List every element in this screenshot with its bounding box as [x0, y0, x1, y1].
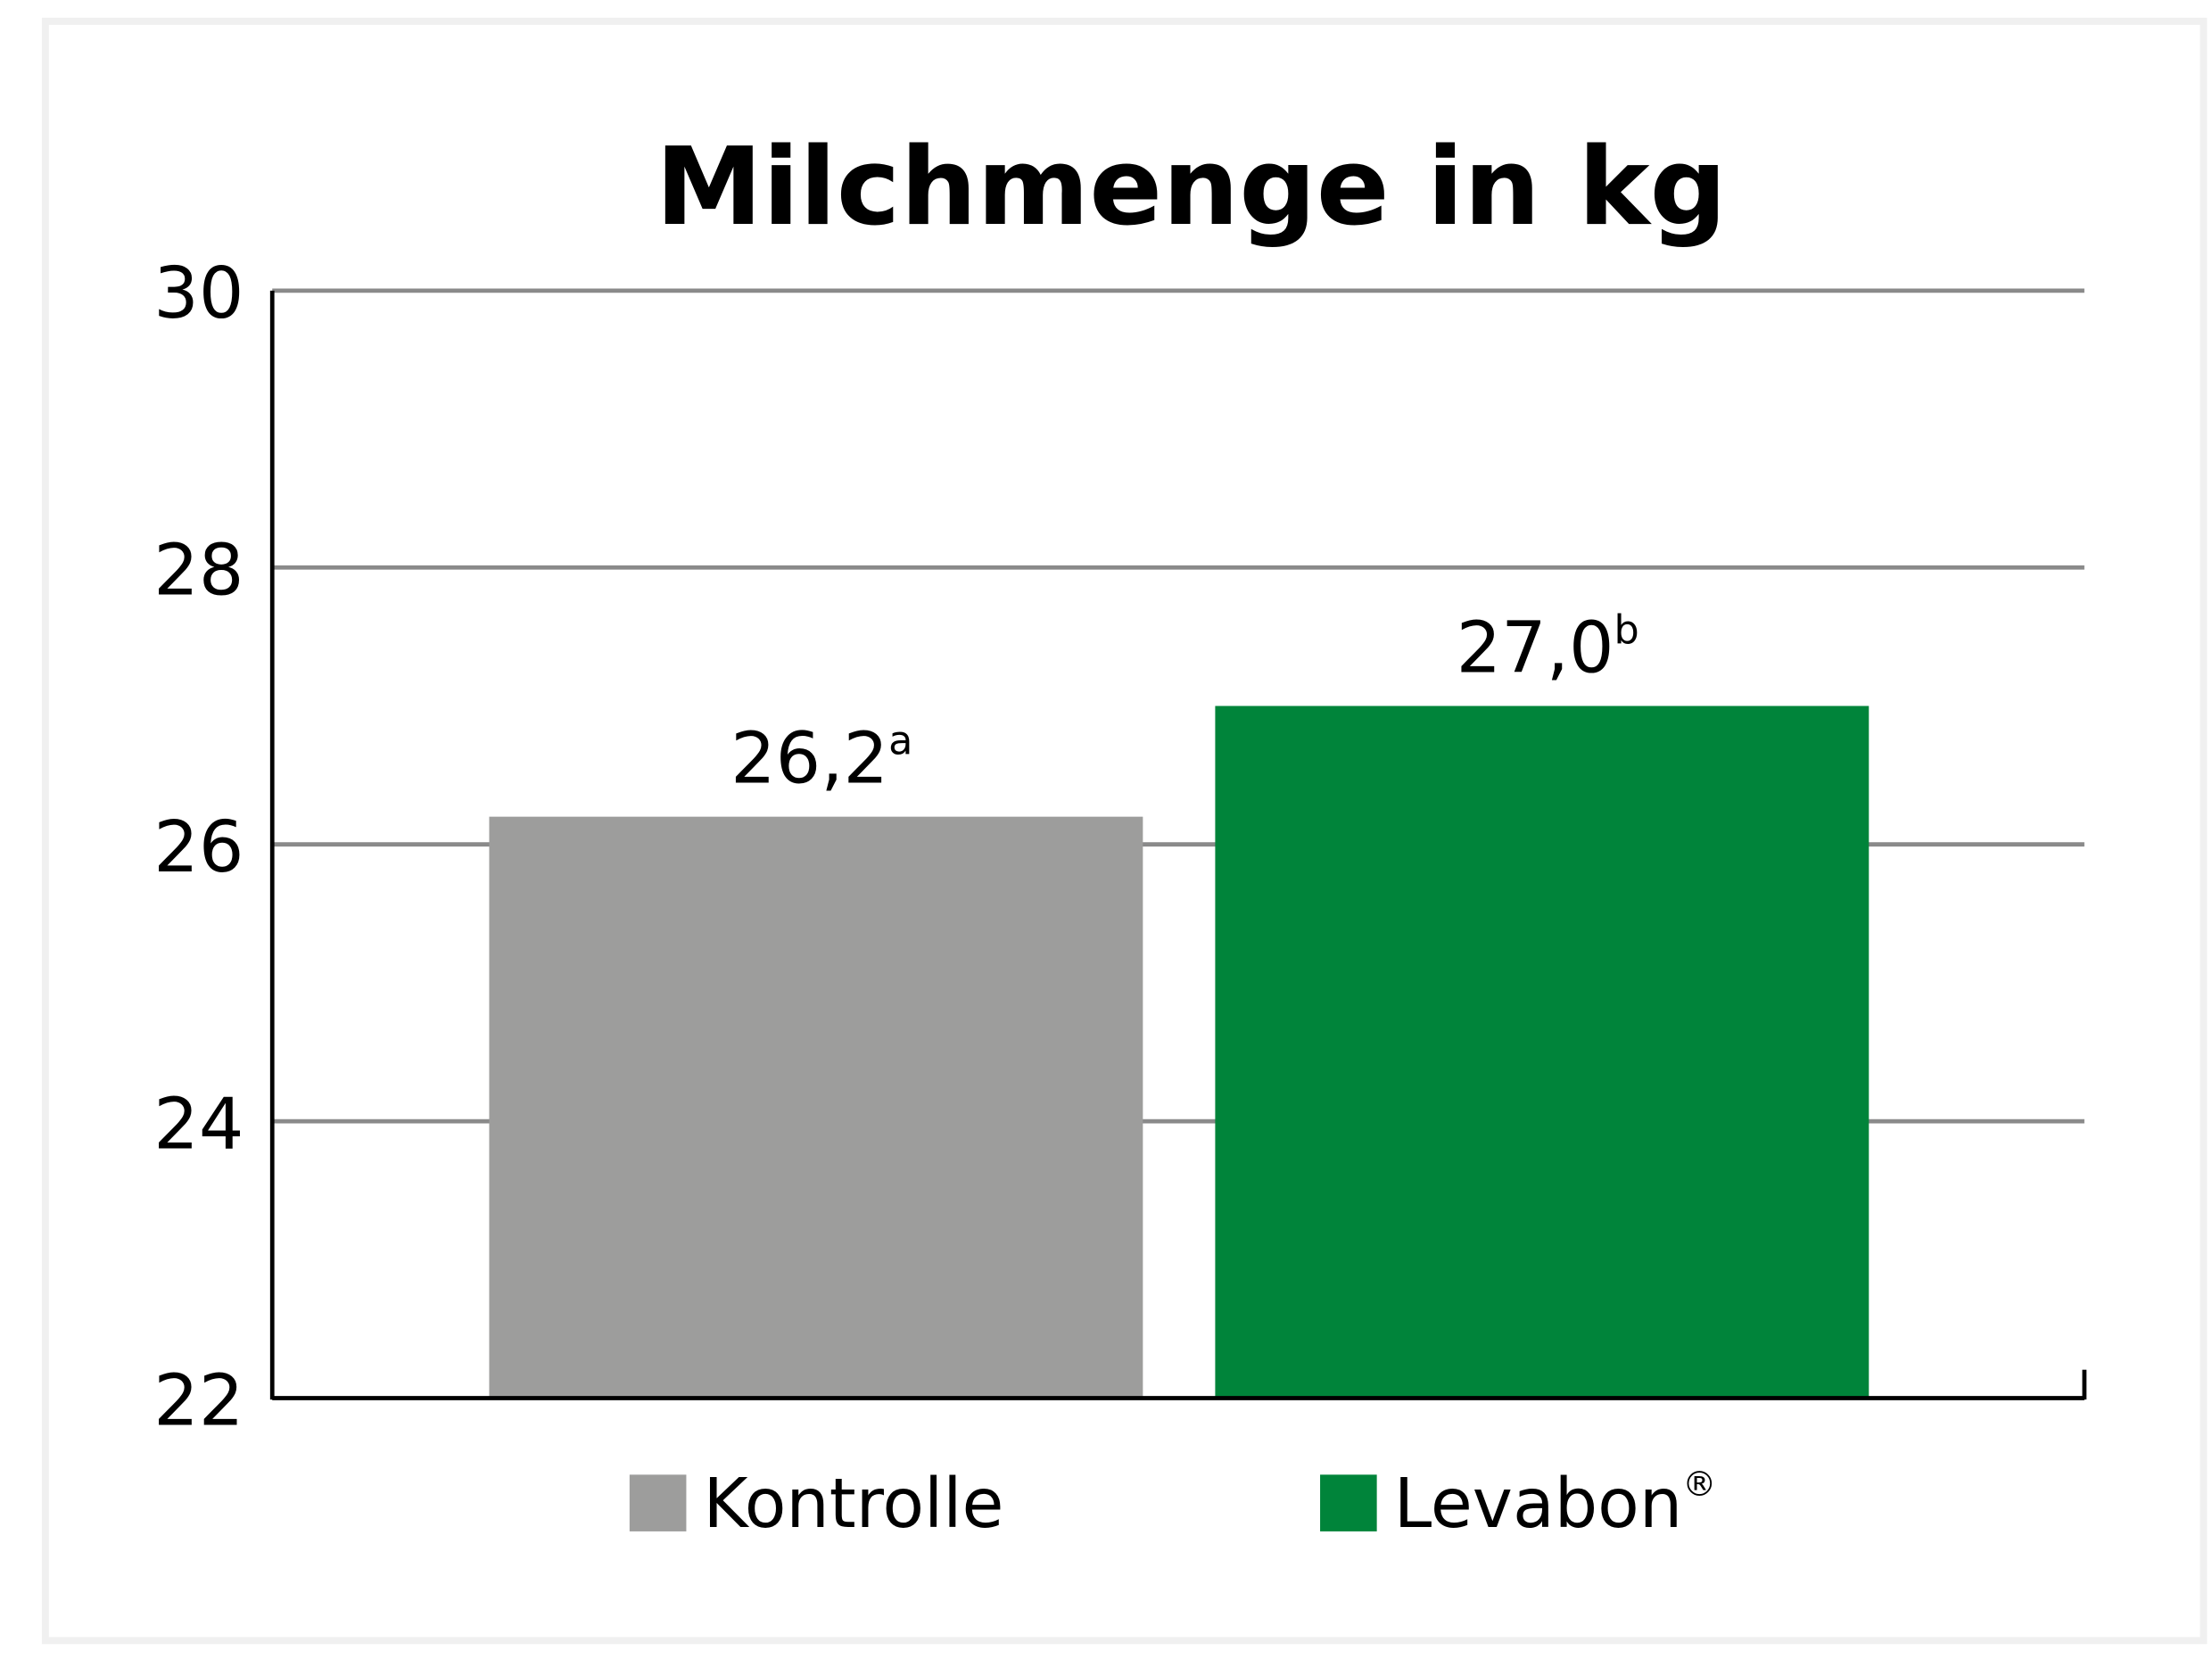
y-tick-label: 24 [153, 1082, 243, 1165]
data-label: 26,2a [730, 716, 912, 799]
legend-swatch [629, 1474, 687, 1531]
legend-swatch [1320, 1474, 1377, 1531]
legend-label: Kontrolle [704, 1464, 1004, 1543]
data-label-value: 26,2 [730, 716, 888, 799]
y-tick-label: 30 [153, 252, 243, 334]
data-label: 27,0b [1457, 606, 1639, 689]
data-label-superscript: a [888, 719, 912, 764]
data-label-superscript: b [1614, 608, 1639, 654]
bar-levabon [1215, 706, 1869, 1399]
y-tick-label: 28 [153, 529, 243, 612]
registered-mark: ® [1682, 1465, 1716, 1504]
chart-title: Milchmenge in kg [656, 125, 1727, 250]
legend-label-text: Levabon [1394, 1464, 1682, 1543]
legend-label-text: Kontrolle [704, 1464, 1004, 1543]
y-tick-label: 22 [153, 1359, 243, 1442]
y-tick-label: 26 [153, 805, 243, 888]
data-label-value: 27,0 [1457, 606, 1614, 689]
legend-label: Levabon® [1394, 1464, 1717, 1543]
bar-kontrolle [489, 816, 1143, 1399]
